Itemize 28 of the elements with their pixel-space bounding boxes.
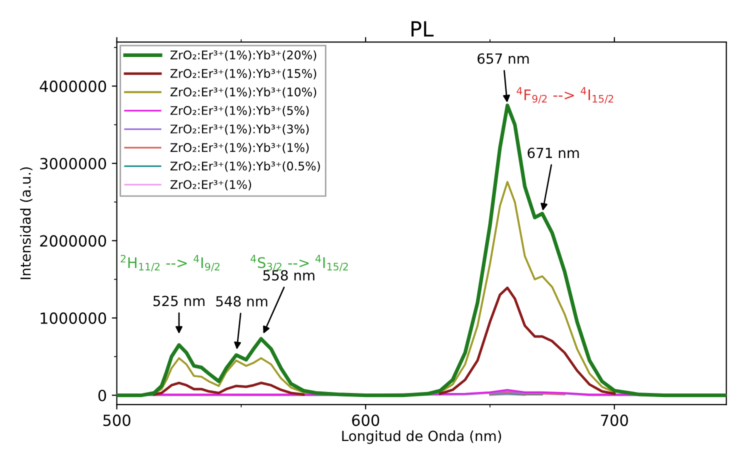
- legend-label: ZrO₂:Er³⁺(1%):Yb³⁺(20%): [170, 50, 316, 61]
- y-tick-label: 1000000: [40, 312, 106, 324]
- x-tick-label: 500: [103, 414, 130, 426]
- legend-label: ZrO₂:Er³⁺(1%): [170, 180, 252, 190]
- legend-label: ZrO₂:Er³⁺(1%):Yb³⁺(15%): [170, 68, 316, 80]
- annotation: $^{2}$H$_{11/2}$ --> $^{4}$I$_{9/2}$: [120, 254, 220, 272]
- y-tick-label: 2000000: [40, 235, 106, 247]
- legend-label: ZrO₂:Er³⁺(1%):Yb³⁺(0.5%): [170, 161, 320, 172]
- legend-label: ZrO₂:Er³⁺(1%):Yb³⁺(1%): [170, 142, 309, 154]
- annotation: 671 nm: [528, 148, 579, 158]
- annotation: 525 nm: [153, 296, 204, 306]
- x-axis-title: Longitud de Onda (nm): [342, 430, 502, 444]
- line-series: [116, 104, 726, 398]
- legend-label: ZrO₂:Er³⁺(1%):Yb³⁺(10%): [170, 87, 316, 98]
- annotation: 558 nm: [263, 270, 314, 281]
- x-tick-label: 600: [352, 414, 380, 426]
- legend-label: ZrO₂:Er³⁺(1%):Yb³⁺(5%): [170, 106, 309, 116]
- annotation: 657 nm: [478, 53, 529, 64]
- annotation: 548 nm: [216, 296, 268, 307]
- legend-label: ZrO₂:Er³⁺(1%):Yb³⁺(3%): [170, 124, 309, 135]
- y-axis-title: Intensidad (a.u.): [20, 167, 32, 280]
- y-tick-label: 4000000: [40, 80, 106, 92]
- y-tick-label: 3000000: [40, 158, 106, 170]
- x-tick-label: 700: [601, 414, 628, 426]
- chart-title: PL: [412, 21, 434, 36]
- annotation: $^{4}$F$_{9/2}$ --> $^{4}$I$_{15/2}$: [516, 87, 614, 104]
- y-tick-label: 0: [98, 390, 106, 402]
- annotation: $^{4}$S$_{3/2}$ --> $^{4}$I$_{15/2}$: [250, 254, 348, 272]
